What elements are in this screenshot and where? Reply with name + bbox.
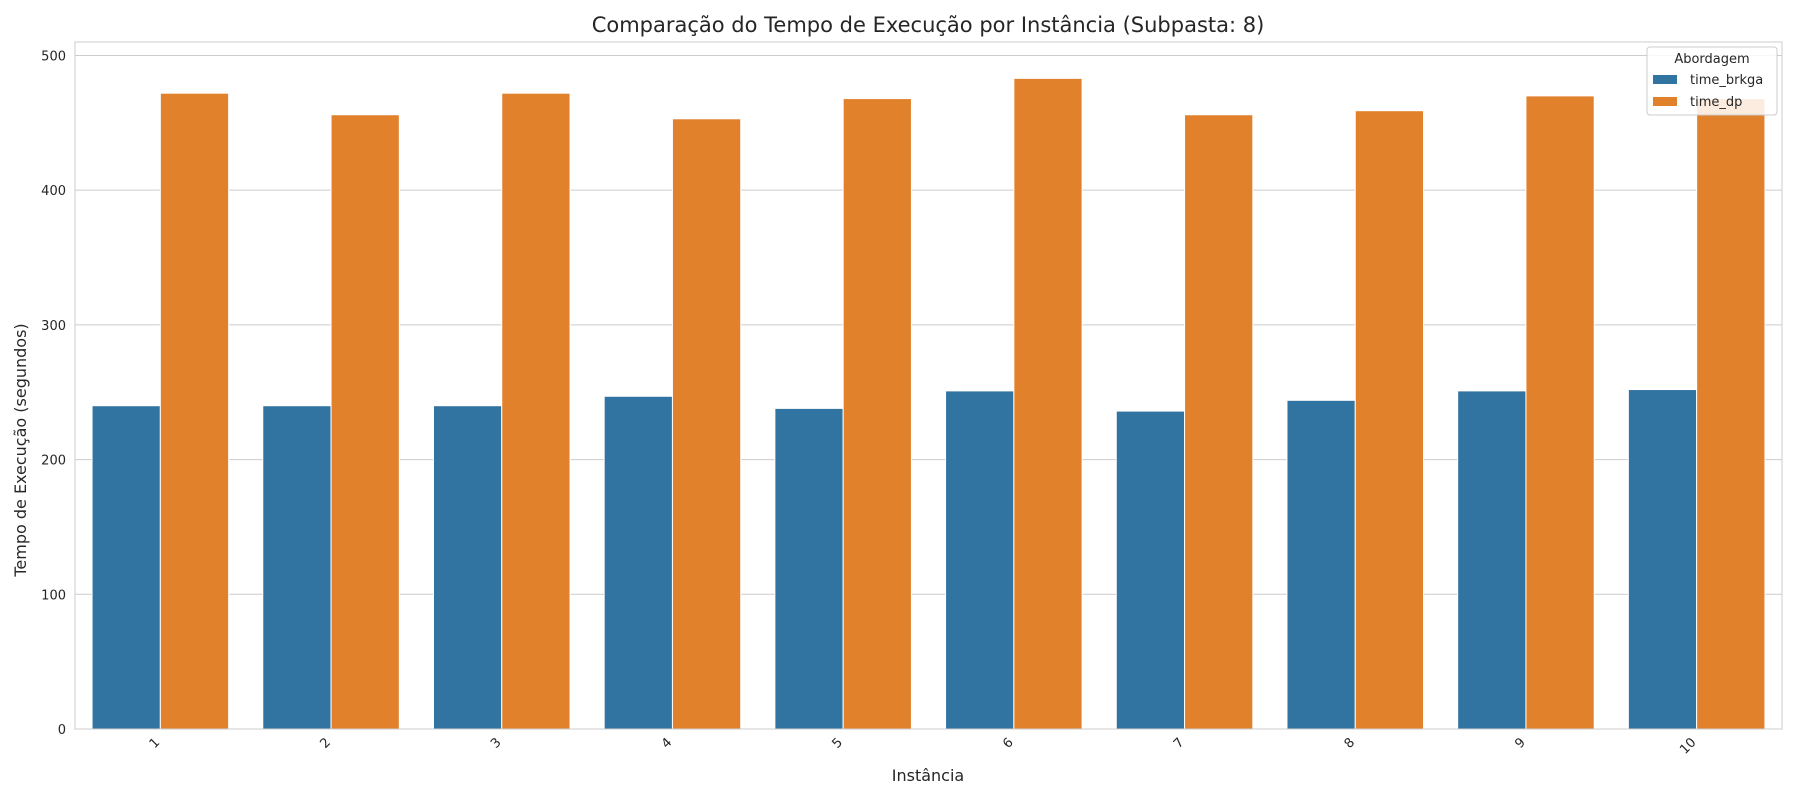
bar-time_dp-3: [501, 92, 571, 730]
bar-time_brkga-8: [1286, 399, 1356, 730]
y-tick-labels: 0 100 200 300 400 500: [41, 49, 66, 738]
plot-frame: [74, 41, 1783, 730]
bar-time_dp-6: [1013, 77, 1083, 730]
x-tick-label: 2: [317, 735, 333, 751]
y-tick-label: 0: [58, 723, 66, 738]
x-tick-label: 6: [1000, 735, 1016, 751]
legend-swatch-time_brkga: [1653, 75, 1677, 84]
legend-label-time_brkga: time_brkga: [1690, 73, 1763, 88]
legend: Abordagem time_brkga time_dp: [1646, 46, 1778, 116]
y-tick-label: 200: [41, 454, 66, 469]
bar-time_dp-1: [159, 92, 230, 730]
x-axis-label: Instância: [892, 766, 964, 785]
bar-time_brkga-7: [1115, 410, 1186, 730]
bar-time_brkga-5: [774, 407, 844, 730]
bar-time_dp-9: [1525, 95, 1595, 730]
y-axis-label: Tempo de Execução (segundos): [11, 323, 30, 577]
x-tick-label: 1: [147, 735, 163, 751]
bar-time_brkga-2: [262, 405, 332, 730]
x-tick-label: 8: [1342, 735, 1358, 751]
bar-time_brkga-3: [432, 405, 503, 730]
y-tick-label: 500: [41, 49, 66, 64]
bar-time_dp-4: [671, 118, 742, 730]
bars: [91, 77, 1766, 730]
x-tick-label: 3: [488, 735, 504, 751]
x-tick-label: 5: [830, 735, 846, 751]
y-tick-label: 400: [41, 184, 66, 199]
legend-swatch-time_dp: [1653, 97, 1677, 106]
bar-time_dp-5: [842, 98, 912, 730]
legend-title: Abordagem: [1674, 52, 1749, 67]
bar-time_brkga-4: [603, 395, 673, 730]
bar-time_dp-8: [1354, 110, 1425, 730]
x-tick-labels: 1 2 3 4 5 6 7 8 9 10: [147, 735, 1700, 757]
chart-title: Comparação do Tempo de Execução por Inst…: [592, 13, 1265, 37]
legend-frame: [1646, 46, 1778, 116]
legend-items: time_brkga time_dp: [1653, 73, 1763, 110]
bar-time_brkga-1: [91, 405, 161, 730]
legend-label-time_dp: time_dp: [1690, 95, 1742, 110]
x-tick-label: 9: [1512, 735, 1528, 751]
y-tick-label: 300: [41, 319, 66, 334]
x-tick-label: 7: [1171, 735, 1187, 751]
bar-time_brkga-9: [1457, 390, 1527, 730]
bar-time_dp-10: [1696, 98, 1766, 730]
x-tick-label: 10: [1677, 735, 1699, 757]
bar-time_brkga-6: [945, 390, 1015, 730]
bar-time_dp-2: [330, 114, 400, 730]
bar-time_brkga-10: [1627, 389, 1698, 730]
bar-time_dp-7: [1184, 114, 1254, 730]
x-tick-label: 4: [659, 735, 675, 751]
y-tick-label: 100: [41, 588, 66, 603]
